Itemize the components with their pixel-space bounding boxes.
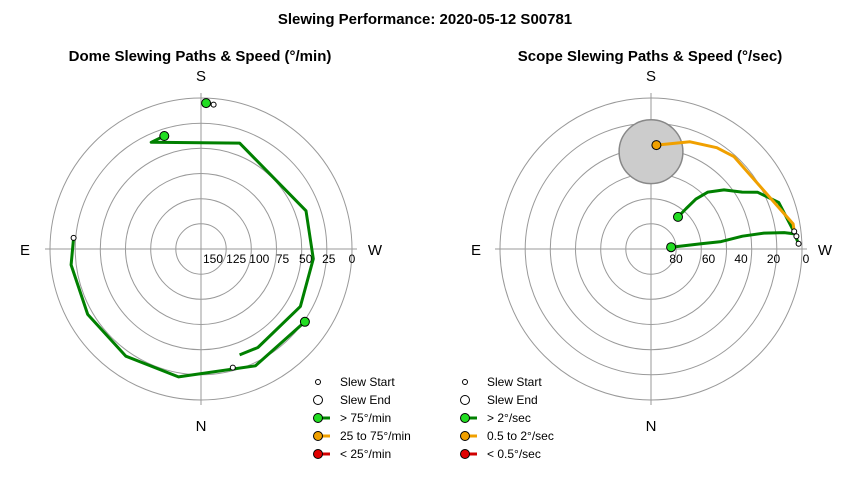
- dome-paths: [69, 101, 315, 379]
- dome-slew-path: [149, 134, 315, 357]
- scope-legend-dot-swatch: [460, 449, 470, 459]
- scope-radial-ticks: 80 60 40 20 0: [669, 252, 809, 266]
- dome-legend: Slew Start Slew End > 75°/min 25 to 75°/min…: [313, 375, 411, 461]
- dome-slew-start-marker: [229, 364, 236, 371]
- dome-radial-tick-label: 150: [203, 252, 223, 266]
- scope-legend-label: < 0.5°/sec: [487, 447, 541, 461]
- scope-radial-tick-label: 20: [767, 252, 781, 266]
- dome-chart: Dome Slewing Paths & Speed (°/min) S N E…: [20, 48, 411, 461]
- scope-legend-label: 0.5 to 2°/sec: [487, 429, 554, 443]
- dome-radial-tick-label: 125: [226, 252, 246, 266]
- dome-slew-path: [69, 237, 306, 379]
- dome-legend-dot-swatch: [313, 449, 323, 459]
- dome-legend-item: Slew End: [313, 393, 391, 407]
- scope-shaded-disc: [618, 119, 684, 185]
- scope-slew-start-marker: [795, 240, 802, 247]
- scope-radial-tick-label: 0: [803, 252, 810, 266]
- dome-legend-start-swatch: [315, 379, 321, 385]
- dome-slew-start-marker: [210, 101, 217, 108]
- scope-radial-tick-label: 40: [734, 252, 748, 266]
- scope-slew-end-marker: [666, 242, 677, 253]
- dome-legend-label: Slew Start: [340, 375, 395, 389]
- dome-legend-item: Slew Start: [315, 375, 395, 389]
- scope-radial-tick-label: 80: [669, 252, 683, 266]
- scope-markers: [651, 140, 802, 253]
- dome-legend-item: < 25°/min: [313, 447, 391, 461]
- dome-chart-title: Dome Slewing Paths & Speed (°/min): [69, 48, 332, 65]
- dome-compass-e: E: [20, 242, 30, 259]
- dome-grid: [45, 93, 357, 405]
- dome-legend-label: > 75°/min: [340, 411, 391, 425]
- dome-compass-n: N: [196, 418, 207, 435]
- dome-radial-tick-label: 75: [276, 252, 290, 266]
- scope-legend-item: 0.5 to 2°/sec: [460, 429, 554, 443]
- page-title: Slewing Performance: 2020-05-12 S00781: [278, 11, 572, 28]
- scope-legend-end-swatch: [460, 395, 470, 405]
- scope-slew-start-marker: [793, 233, 800, 240]
- scope-legend-label: > 2°/sec: [487, 411, 531, 425]
- scope-compass-s: S: [646, 68, 656, 85]
- dome-legend-item: 25 to 75°/min: [313, 429, 411, 443]
- scope-compass-n: N: [646, 418, 657, 435]
- dome-slew-start-marker: [70, 234, 77, 241]
- dome-markers: [70, 98, 310, 371]
- scope-slew-start-marker: [791, 228, 798, 235]
- scope-legend-dot-swatch: [460, 413, 470, 423]
- dome-legend-label: Slew End: [340, 393, 391, 407]
- dome-slew-end-marker: [159, 131, 170, 141]
- scope-legend-item: Slew Start: [462, 375, 542, 389]
- scope-legend-label: Slew End: [487, 393, 538, 407]
- dome-legend-label: 25 to 75°/min: [340, 429, 411, 443]
- dome-legend-dot-swatch: [313, 431, 323, 441]
- dome-compass-s: S: [196, 68, 206, 85]
- dome-radial-ticks: 150 125 100 75 50 25 0: [203, 252, 356, 266]
- scope-slew-end-marker: [651, 140, 662, 151]
- scope-legend-label: Slew Start: [487, 375, 542, 389]
- scope-compass-e: E: [471, 242, 481, 259]
- scope-shaded-region: [618, 119, 684, 185]
- dome-legend-item: > 75°/min: [313, 411, 391, 425]
- dome-compass-w: W: [368, 242, 383, 259]
- scope-legend-dot-swatch: [460, 431, 470, 441]
- scope-legend-start-swatch: [462, 379, 468, 385]
- dome-legend-dot-swatch: [313, 413, 323, 423]
- scope-legend-item: Slew End: [460, 393, 538, 407]
- dome-slew-end-marker: [299, 316, 310, 327]
- scope-legend-item: > 2°/sec: [460, 411, 531, 425]
- dome-radial-tick-label: 100: [249, 252, 269, 266]
- scope-slew-end-marker: [673, 211, 683, 222]
- scope-chart: Scope Slewing Paths & Speed (°/sec) S N …: [460, 48, 833, 461]
- scope-slew-path: [656, 140, 796, 232]
- dome-slew-end-marker: [201, 98, 212, 109]
- dome-legend-label: < 25°/min: [340, 447, 391, 461]
- scope-legend-item: < 0.5°/sec: [460, 447, 541, 461]
- dome-radial-tick-label: 50: [299, 252, 313, 266]
- dome-radial-tick-label: 0: [349, 252, 356, 266]
- scope-slew-path: [670, 231, 800, 249]
- scope-legend: Slew Start Slew End > 2°/sec 0.5 to 2°/sec <…: [460, 375, 554, 461]
- dome-legend-end-swatch: [313, 395, 323, 405]
- dome-radial-tick-label: 25: [322, 252, 336, 266]
- scope-radial-tick-label: 60: [702, 252, 716, 266]
- scope-chart-title: Scope Slewing Paths & Speed (°/sec): [518, 48, 782, 65]
- scope-compass-w: W: [818, 242, 833, 259]
